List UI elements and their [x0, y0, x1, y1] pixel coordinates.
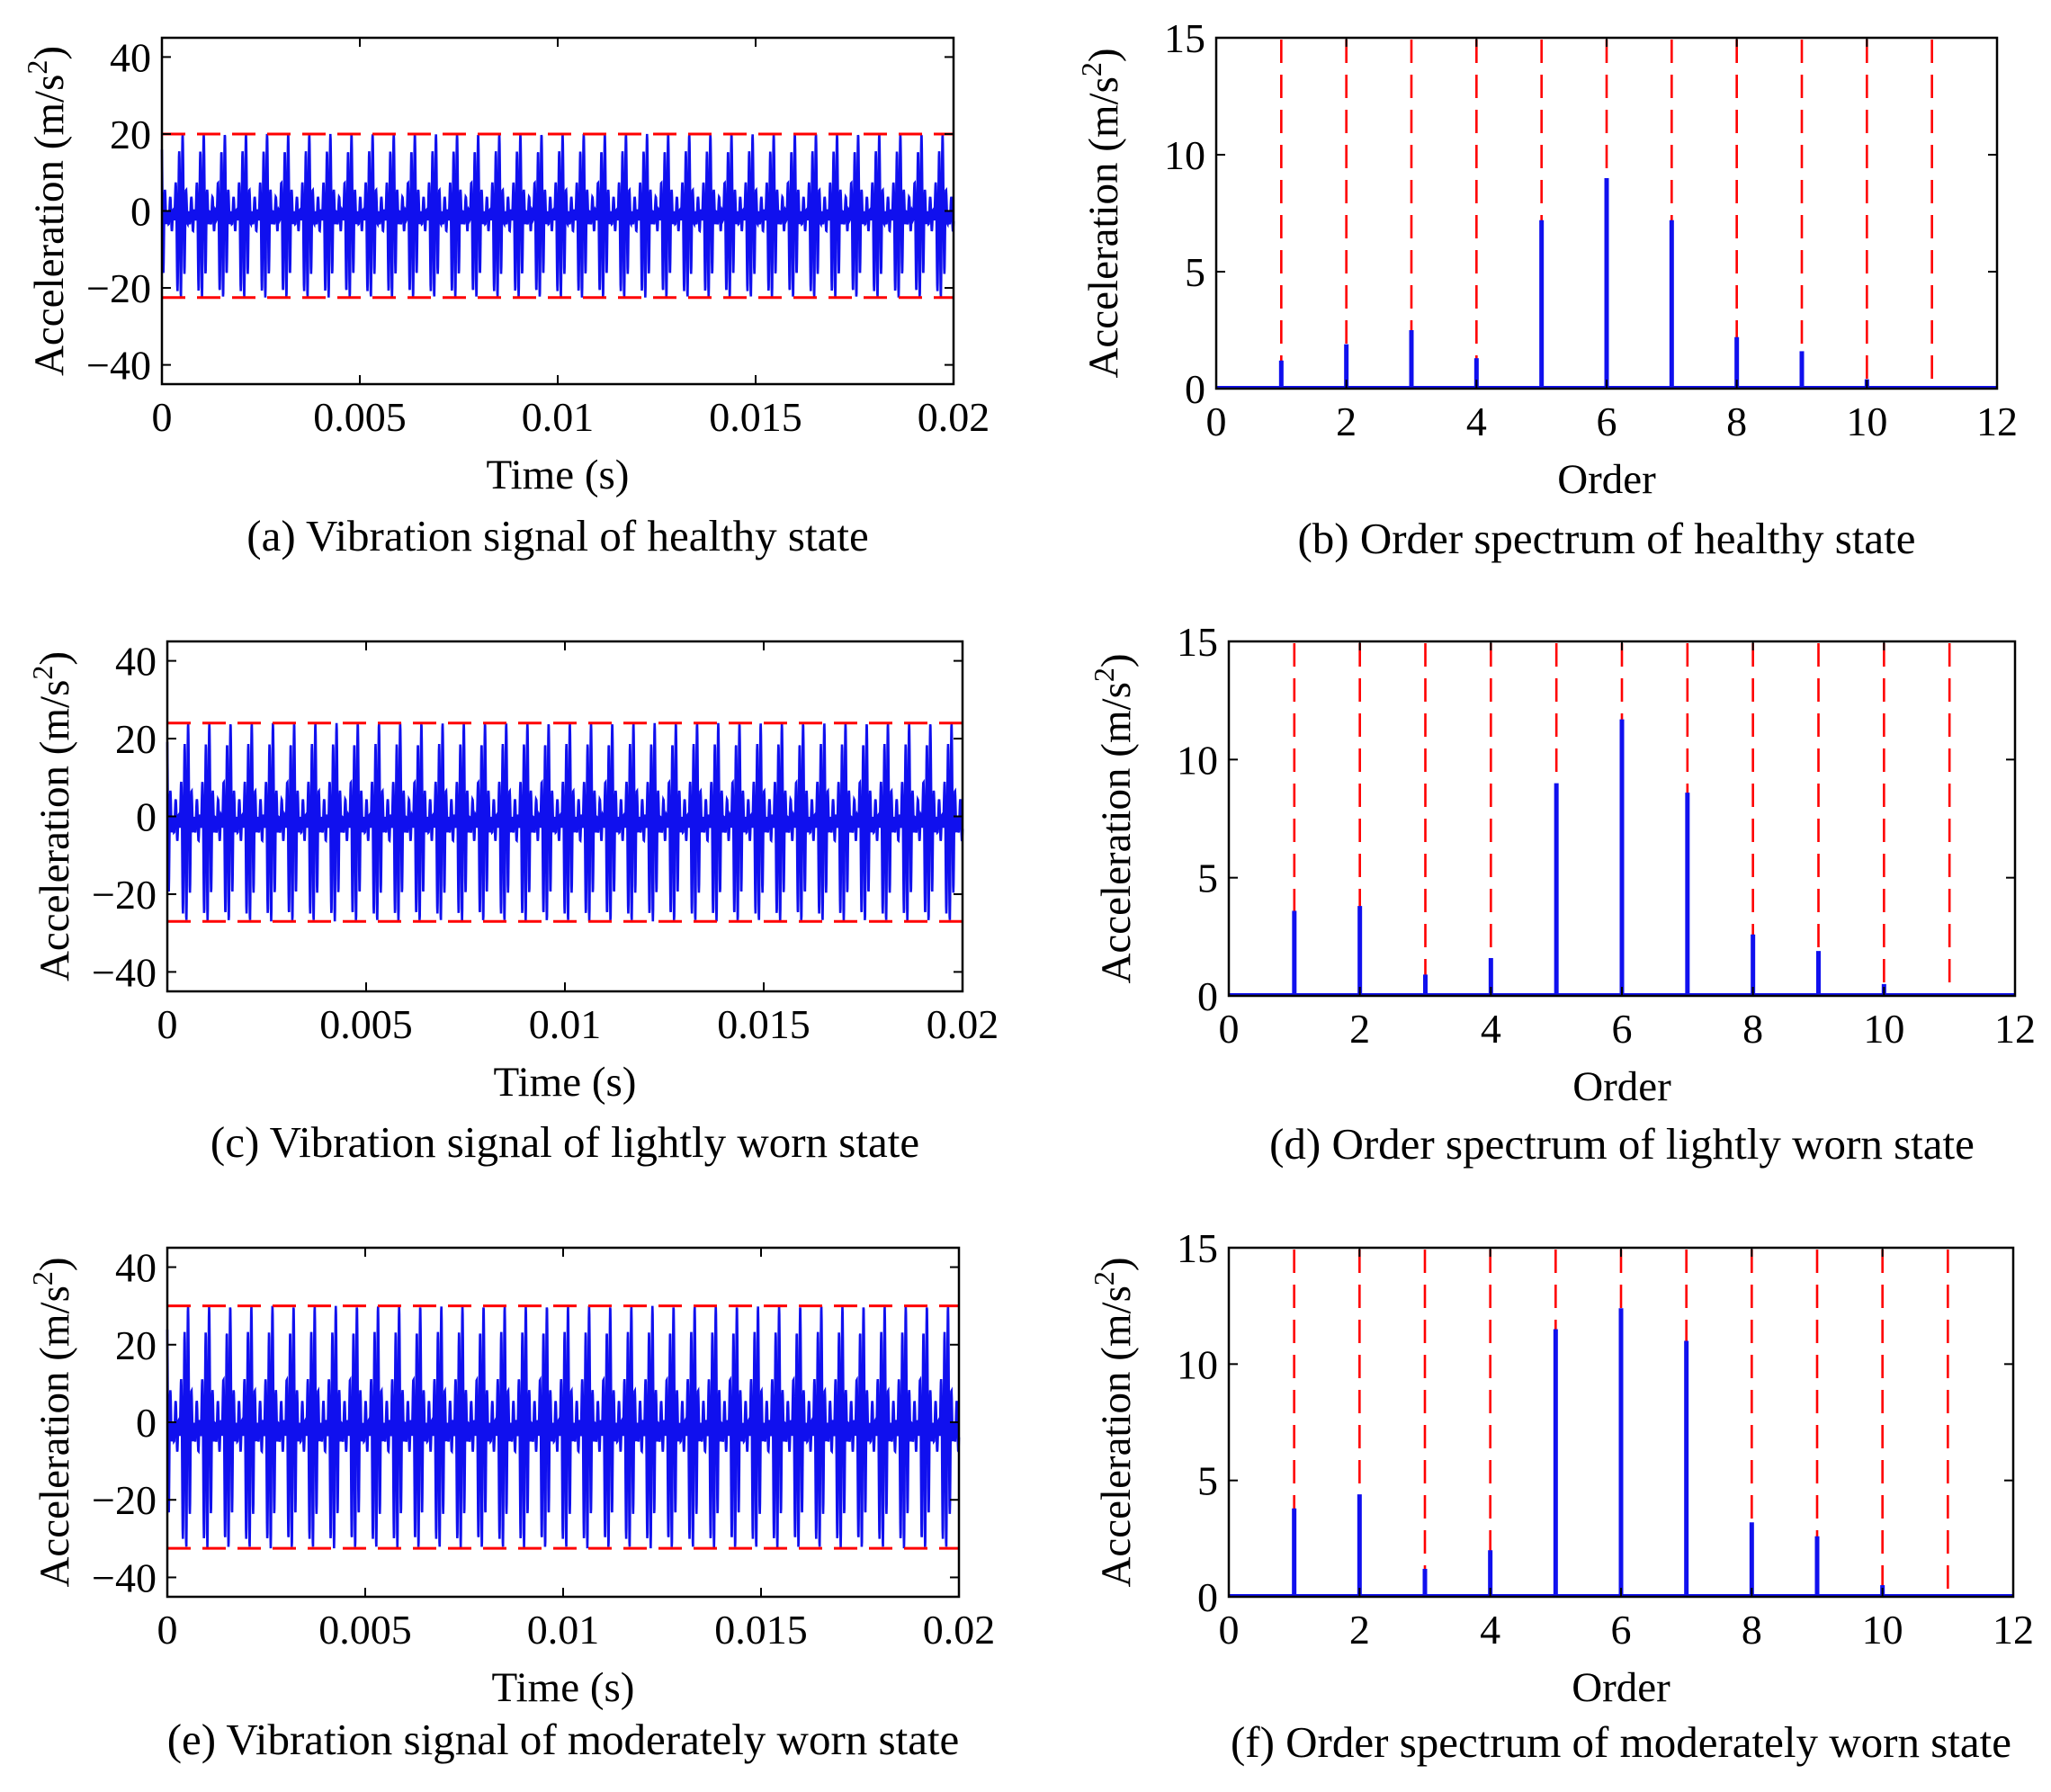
y-tick-label: 20 — [115, 716, 157, 762]
panel-caption: (d) Order spectrum of lightly worn state — [1269, 1119, 1975, 1169]
y-tick-label: 0 — [1197, 1574, 1218, 1620]
x-tick-label: 2 — [1349, 1006, 1370, 1052]
x-tick-label: 8 — [1742, 1607, 1762, 1653]
x-tick-label: 10 — [1862, 1607, 1903, 1653]
y-tick-label: 15 — [1177, 619, 1218, 665]
panel-caption: (a) Vibration signal of healthy state — [246, 511, 868, 560]
x-tick-label: 8 — [1726, 399, 1747, 444]
panel-f: 0 2 4 6 8 10 12 0 5 10 15 Order Acceleration (m/s2) (… — [1088, 1225, 2034, 1767]
signal-line — [166, 722, 964, 922]
signal-line — [166, 1305, 961, 1549]
panel-caption: (b) Order spectrum of healthy state — [1297, 514, 1915, 563]
x-axis-label: Order — [1572, 1664, 1670, 1711]
y-tick-label: 0 — [136, 794, 157, 840]
y-tick-label: 0 — [1185, 366, 1205, 412]
x-tick-label: 0.015 — [717, 1001, 811, 1047]
x-tick-label: 4 — [1480, 1607, 1500, 1653]
y-tick-label: 15 — [1164, 15, 1205, 61]
x-axis-label: Time (s) — [487, 452, 630, 498]
signal-line — [160, 133, 955, 298]
y-tick-label: 10 — [1177, 737, 1218, 783]
x-tick-label: 0.02 — [918, 394, 990, 440]
x-tick-label: 8 — [1742, 1006, 1763, 1052]
y-tick-label: 5 — [1197, 856, 1218, 901]
x-tick-label: 0.02 — [927, 1001, 999, 1047]
x-tick-label: 0.01 — [527, 1607, 600, 1653]
panel-caption: (c) Vibration signal of lightly worn sta… — [210, 1117, 919, 1167]
x-tick-label: 10 — [1863, 1006, 1904, 1052]
y-tick-label: −20 — [92, 1477, 157, 1523]
y-tick-label: 10 — [1177, 1341, 1218, 1387]
y-tick-label: 40 — [110, 34, 151, 80]
panel-caption: (e) Vibration signal of moderately worn … — [167, 1715, 960, 1764]
x-tick-label: 0 — [1219, 1607, 1240, 1653]
x-tick-label: 0 — [1219, 1006, 1240, 1052]
panel-e: 0 0.005 0.01 0.015 0.02 −40 −20 0 20 40 Time (s) Ac… — [26, 1245, 995, 1764]
panel-d: 0 2 4 6 8 10 12 0 5 10 15 Order Acceleration (m/s2) (… — [1088, 619, 2036, 1169]
x-tick-label: 2 — [1336, 399, 1357, 444]
y-tick-label: −40 — [86, 343, 151, 389]
x-tick-label: 6 — [1597, 399, 1617, 444]
x-tick-label: 0 — [1206, 399, 1227, 444]
y-tick-label: −20 — [86, 265, 151, 311]
x-tick-label: 0 — [157, 1001, 178, 1047]
x-tick-label: 0 — [152, 394, 173, 440]
x-tick-label: 0.015 — [714, 1607, 808, 1653]
x-tick-label: 0.005 — [313, 394, 407, 440]
panel-c: 0 0.005 0.01 0.015 0.02 −40 −20 0 20 40 Time (s) Ac… — [26, 639, 999, 1167]
x-axis-label: Order — [1557, 456, 1656, 503]
panel-caption: (f) Order spectrum of moderately worn st… — [1231, 1717, 2011, 1767]
x-axis-label: Time (s) — [492, 1664, 635, 1711]
x-tick-label: 0 — [157, 1607, 178, 1653]
y-axis-label: Acceleration (m/s2) — [1088, 653, 1140, 983]
x-tick-label: 4 — [1481, 1006, 1501, 1052]
y-axis-label: Acceleration (m/s2) — [1088, 1257, 1140, 1587]
x-tick-label: 6 — [1612, 1006, 1633, 1052]
y-tick-label: 10 — [1164, 132, 1205, 178]
y-tick-label: 0 — [130, 189, 151, 235]
y-tick-label: 0 — [136, 1400, 157, 1446]
panel-b: 0 2 4 6 8 10 12 0 5 10 15 Order Acceleration (m/s2) (… — [1075, 15, 2018, 563]
x-tick-label: 0.015 — [709, 394, 802, 440]
x-axis-label: Time (s) — [494, 1059, 637, 1106]
x-tick-label: 2 — [1349, 1607, 1370, 1653]
x-tick-label: 0.02 — [923, 1607, 996, 1653]
y-tick-label: 40 — [115, 639, 157, 685]
x-axis-label: Order — [1572, 1063, 1671, 1110]
x-tick-label: 0.01 — [529, 1001, 602, 1047]
y-tick-label: 40 — [115, 1245, 157, 1291]
panel-a: 0 0.005 0.01 0.015 0.02 −40 −20 0 20 40 Time (s) Ac… — [21, 34, 990, 560]
y-axis-label: Acceleration (m/s2) — [21, 46, 73, 376]
y-axis-label: Acceleration (m/s2) — [1075, 48, 1127, 378]
x-tick-label: 12 — [1976, 399, 2018, 444]
y-tick-label: 20 — [110, 112, 151, 157]
y-tick-label: −40 — [92, 1555, 157, 1600]
y-tick-label: 5 — [1185, 249, 1205, 295]
x-tick-label: 10 — [1846, 399, 1887, 444]
x-tick-label: 4 — [1466, 399, 1487, 444]
y-tick-label: 0 — [1197, 973, 1218, 1019]
x-tick-label: 12 — [1994, 1006, 2036, 1052]
y-tick-label: −40 — [92, 949, 157, 995]
y-axis-label: Acceleration (m/s2) — [26, 1257, 78, 1587]
x-tick-label: 0.01 — [522, 394, 595, 440]
x-tick-label: 0.005 — [318, 1607, 412, 1653]
y-tick-label: −20 — [92, 872, 157, 918]
x-tick-label: 0.005 — [319, 1001, 413, 1047]
x-tick-label: 6 — [1611, 1607, 1632, 1653]
x-tick-label: 12 — [1993, 1607, 2034, 1653]
y-tick-label: 15 — [1177, 1225, 1218, 1271]
y-tick-label: 5 — [1197, 1458, 1218, 1504]
y-axis-label: Acceleration (m/s2) — [26, 651, 78, 981]
y-tick-label: 20 — [115, 1322, 157, 1368]
